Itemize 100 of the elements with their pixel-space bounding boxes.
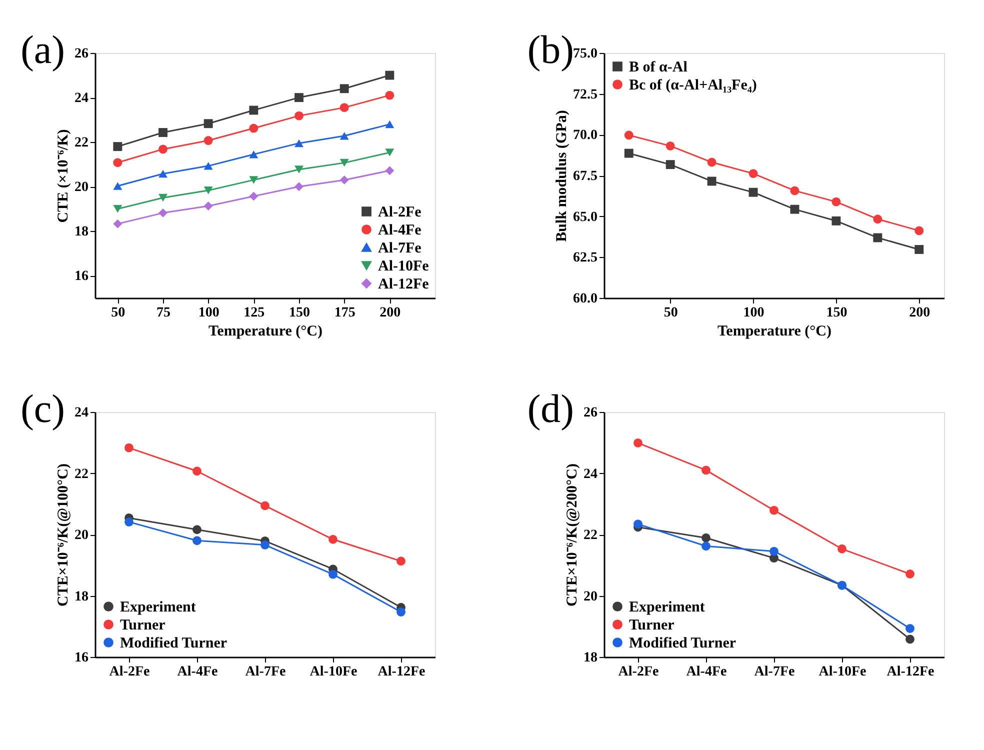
point [624,130,634,140]
x-tick-label: 50 [664,306,678,320]
y-tick-label: 70.0 [573,128,598,144]
point [340,132,349,140]
point [340,158,349,167]
point [249,192,258,201]
x-axis-title: Temperature (°C) [208,324,322,340]
x-tick-label: 150 [289,306,310,320]
point [385,70,394,80]
y-tick-label: 24 [584,466,598,482]
legend-label: Al-2Fe [378,204,422,220]
point [838,544,846,554]
point [124,443,134,452]
y-tick-label: 16 [74,650,88,666]
point [204,202,213,210]
x-tick-label: Al-12Fe [886,664,934,680]
point [770,506,778,515]
x-tick-label: Al-10Fe [818,664,866,680]
legend-label: Modified Turner [120,636,228,652]
legend-label: Turner [120,618,166,634]
point [914,245,924,254]
point [260,501,270,510]
text: (c) [20,386,65,431]
point [249,124,258,133]
point [294,166,304,174]
point [192,525,202,534]
legend-label: Turner [629,618,675,634]
point [158,144,168,154]
y-tick-label: 65.0 [573,210,598,225]
point [385,148,394,156]
x-tick-label: 200 [380,306,401,320]
legend-label: Al-4Fe [378,222,422,238]
text: (b) [527,27,574,72]
point [158,128,168,137]
point [113,205,122,213]
point [906,624,914,633]
point [385,90,394,100]
point [702,533,710,542]
point [158,170,168,178]
y-tick-label: 18 [584,650,598,666]
y-tick-label: 22 [74,466,88,482]
x-tick-label: 50 [111,306,126,320]
point [294,182,304,192]
y-tick-label: 22 [584,528,598,543]
legend-label: Experiment [120,600,196,616]
x-tick-label: 75 [156,306,170,320]
point [790,186,800,196]
point [249,150,258,158]
point [294,139,304,148]
point [385,120,394,128]
y-tick-label: 24 [74,406,88,420]
point [624,148,634,158]
x-tick-label: Al-12Fe [378,664,426,680]
x-tick-label: Al-7Fe [245,664,286,680]
legend-label: Experiment [629,600,705,616]
x-tick-label: 175 [334,306,356,320]
point [873,214,882,224]
x-axis-title: Temperature (°C) [718,324,832,340]
point [707,176,716,186]
point [294,111,304,120]
point [702,542,710,551]
point [124,517,134,526]
x-tick-label: Al-4Fe [686,664,727,680]
x-tick-label: 200 [909,306,930,320]
point [634,438,642,448]
y-tick-label: 20 [74,528,88,543]
point [192,536,202,546]
y-tick-label: 60.0 [573,292,598,306]
point [328,570,338,579]
point [113,158,122,168]
y-tick-label: 20 [74,180,88,196]
y-axis-title: CTE×10⁻⁶/K(@100°C) [56,464,72,606]
point [906,634,914,644]
point [702,466,710,475]
legend-label: Al-7Fe [378,240,422,256]
point [873,233,882,242]
point [113,219,122,228]
point [770,546,778,556]
legend-label: Bc of (α-Al+Al₁₃Fe₄) [629,78,757,94]
point [204,162,213,170]
y-tick-label: 18 [74,224,88,240]
x-tick-label: Al-2Fe [109,664,150,680]
point [204,136,213,145]
y-tick-label: 24 [74,91,88,106]
x-tick-label: 125 [244,306,265,320]
point [204,119,213,128]
point [260,540,270,550]
y-tick-label: 26 [74,46,88,62]
legend-label: Al-10Fe [378,258,430,274]
point [249,176,258,184]
x-tick-label: Al-10Fe [310,664,358,680]
point [790,204,800,214]
x-tick-label: 100 [198,306,220,320]
y-axis-title: CTE (×10⁻⁶/K) [56,129,72,223]
point [748,188,758,197]
point [328,534,338,544]
point [294,93,304,102]
point [340,84,349,94]
y-tick-label: 18 [74,589,88,604]
text: (d) [527,386,574,431]
